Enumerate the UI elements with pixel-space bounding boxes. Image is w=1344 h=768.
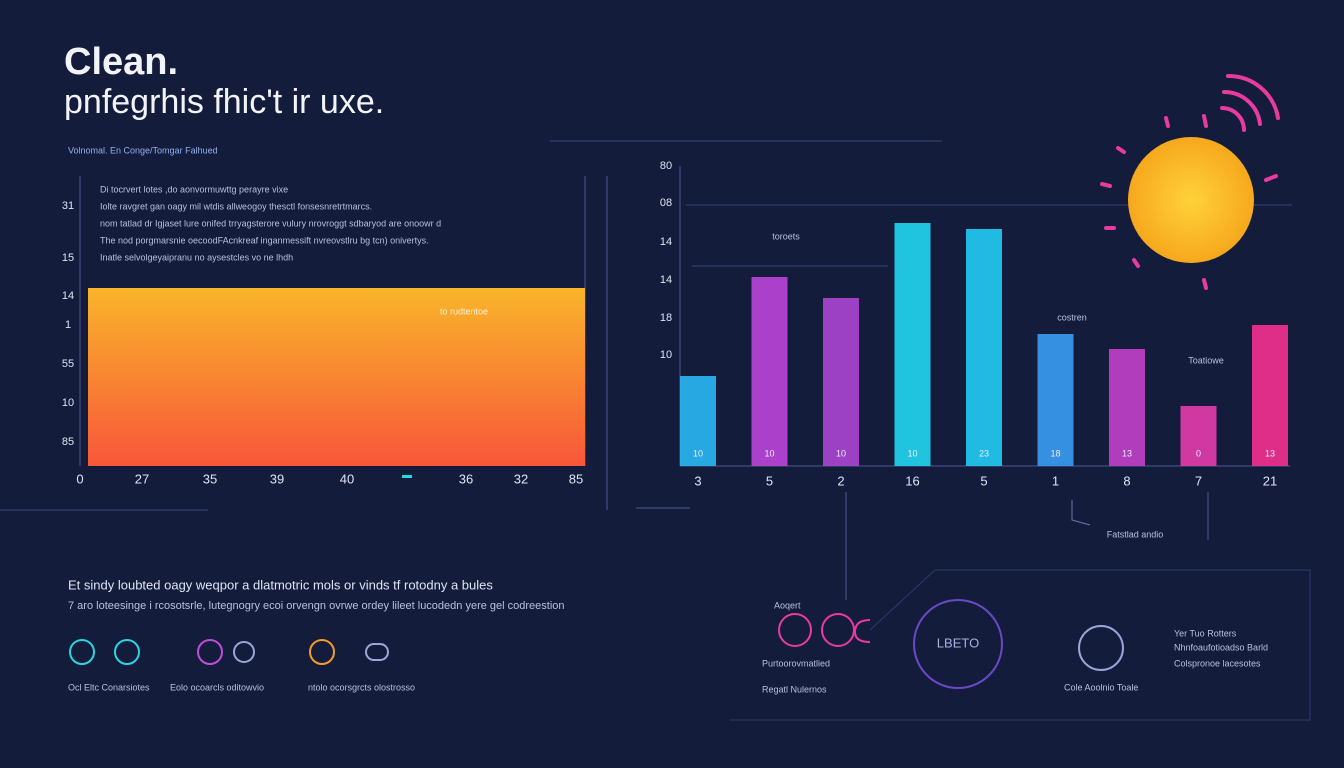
x-tick-label: 8 [1123,473,1130,488]
annotation: toroets [772,231,800,241]
icon-caption: Ocl Eltc Conarsiotes [68,682,150,692]
bar [751,277,788,466]
label: Purtoorovmatlied [762,658,830,668]
y-label: 55 [62,358,74,370]
bar-label: 18 [1050,448,1060,458]
circle-badge [913,599,1003,689]
footer-headline: Et sindy loubted oagy weqpor a dlatmotri… [68,577,493,592]
x-label: 36 [459,471,473,486]
y-label: 14 [660,274,672,286]
x-tick-label: 5 [980,473,987,488]
title: Yer Tuo Rotters [1174,628,1237,638]
bar [1252,325,1288,466]
bar-label: 10 [907,448,917,458]
annotation: costren [1057,312,1087,322]
y-label: 1 [65,319,71,331]
y-label: 14 [660,236,672,248]
x-tick-label: 3 [694,473,701,488]
x-label: 39 [270,471,284,486]
x-label: 40 [340,471,354,486]
bar-label: 0 [1196,448,1201,458]
text-line: nom tatlad dr Igjaset lure onifed trryag… [100,218,441,228]
y-label: 80 [660,160,672,172]
bar-label: 10 [693,448,703,458]
label: Aoqert [774,600,801,610]
marker [402,475,412,478]
caption: Cole Aoolnio Toale [1064,682,1138,692]
icon-caption: ntolo ocorsgrcts olostrosso [308,682,415,692]
bar-label: 10 [836,448,846,458]
bar [823,298,859,466]
title: Nhnfoaufotioadso Barld [1174,642,1268,652]
bar [966,229,1002,466]
y-label: 10 [660,349,672,361]
body: Colspronoe lacesotes [1174,658,1261,668]
text-line: Inatle selvolgeyaipranu no aysestcles vo… [100,252,293,262]
y-label: 15 [62,252,74,264]
icon-caption: Eolo ocoarcls oditowvio [170,682,264,692]
bar-label: 13 [1265,448,1275,458]
annotation: Toatiowe [1188,355,1224,365]
x-label: 32 [514,471,528,486]
text-line: Iolte ravgret gan oagy mil wtdis allweog… [100,201,372,211]
bar-label: 10 [764,448,774,458]
x-tick-label: 16 [905,473,919,488]
sun-icon [1128,137,1254,263]
y-label: 14 [62,290,74,302]
annotation: Fatstlad andio [1107,529,1164,539]
badge-text: LBETO [937,635,979,650]
title: Clean. [64,41,178,83]
x-label: 85 [569,471,583,486]
bar [1180,406,1217,466]
x-tick-label: 7 [1195,473,1202,488]
icons [69,639,389,665]
y-label: 08 [660,197,672,209]
bar [680,376,716,466]
icons [778,613,871,647]
y-label: 10 [62,397,74,409]
icon [1078,625,1124,671]
y-label: 18 [660,312,672,324]
caption: Volnomal. En Conge/Tomgar Falhued [68,145,218,155]
x-tick-label: 2 [837,473,844,488]
footer-text: 7 aro loteesinge i rcosotsrle, lutegnogr… [68,600,565,612]
bar-label: 23 [979,448,989,458]
note: to rudtentoe [440,306,488,316]
frame [730,569,1311,721]
x-label: 35 [203,471,217,486]
connector [1071,500,1091,526]
bar [1109,349,1145,466]
y-label: 31 [62,200,74,212]
x-tick-label: 21 [1263,473,1277,488]
area-block [88,288,585,466]
y-label: 85 [62,436,74,448]
text-line: The nod porgmarsnie oecoodFAcnkreaf inga… [100,235,429,245]
x-tick-label: 1 [1052,473,1059,488]
bar [1037,334,1074,466]
text-line: Di tocrvert lotes ,do aonvormuwttg peray… [100,184,288,194]
bar-label: 13 [1122,448,1132,458]
bar [894,223,931,466]
x-label: 27 [135,471,149,486]
legend: Regatl Nulernos [762,684,827,694]
subtitle: pnfegrhis fhic't ir uxe. [64,83,384,121]
x-label: 0 [76,471,83,486]
sun-rays [1100,73,1280,290]
x-tick-label: 5 [766,473,773,488]
